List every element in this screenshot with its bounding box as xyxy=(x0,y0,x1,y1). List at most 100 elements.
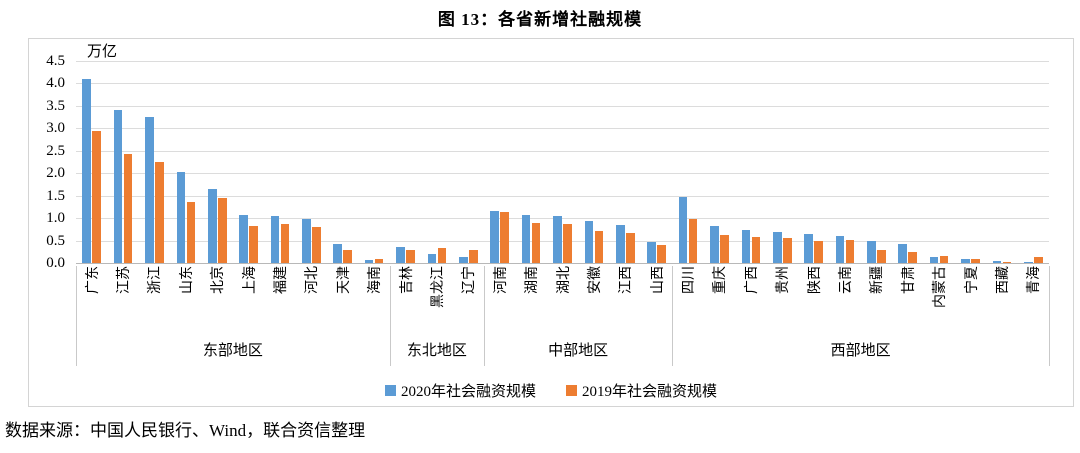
bar xyxy=(406,249,415,263)
bar xyxy=(490,210,500,263)
bar xyxy=(961,258,970,263)
gridline xyxy=(76,150,1049,152)
bar xyxy=(741,230,751,263)
x-axis-line xyxy=(76,263,1049,264)
gridline xyxy=(76,218,1049,220)
bar xyxy=(929,257,939,263)
region-label: 东北地区 xyxy=(406,343,467,359)
region-label: 中部地区 xyxy=(548,343,609,359)
region-label: 西部地区 xyxy=(830,343,891,359)
bar xyxy=(898,244,908,263)
bar xyxy=(155,162,164,263)
bar xyxy=(333,244,343,263)
y-axis-tick-label: 2.5 xyxy=(46,142,65,159)
bar xyxy=(374,259,384,263)
region-label: 东部地区 xyxy=(202,343,263,359)
legend-label-2019: 2019年社会融资规模 xyxy=(582,384,718,400)
bar xyxy=(835,235,845,263)
y-axis-unit-label: 万亿 xyxy=(87,44,118,60)
bar xyxy=(553,216,562,263)
bar xyxy=(176,172,186,263)
bar xyxy=(521,214,531,263)
bar xyxy=(302,218,311,263)
bar xyxy=(720,235,729,263)
bar xyxy=(145,117,154,263)
bar xyxy=(123,154,133,263)
bar xyxy=(469,249,478,263)
bar xyxy=(113,110,123,263)
bar xyxy=(814,241,823,263)
bar xyxy=(437,248,447,263)
bar xyxy=(249,225,258,263)
legend-swatch-2020 xyxy=(384,385,396,396)
data-source-note: 数据来源：中国人民银行、Wind，联合资信整理 xyxy=(5,421,366,440)
gridline xyxy=(76,105,1049,107)
bar xyxy=(343,250,353,263)
chart-title: 图 13：各省新增社融规模 xyxy=(437,10,643,29)
bar xyxy=(280,223,290,263)
gridline xyxy=(76,61,1049,62)
gridline xyxy=(76,240,1049,242)
bar xyxy=(92,130,101,263)
y-axis-tick-label: 1.5 xyxy=(46,187,65,204)
bar xyxy=(804,233,813,263)
region-separator xyxy=(1049,266,1050,366)
region-separator xyxy=(484,266,486,366)
bar xyxy=(186,201,196,263)
bar xyxy=(939,255,949,263)
gridline xyxy=(76,128,1049,130)
bar xyxy=(1024,262,1033,263)
y-axis-tick-label: 0.0 xyxy=(46,255,65,271)
chart-frame: 万亿 2020年社会融资规模 2019年社会融资规模 4.5 4.0 3.5 3.0 2… xyxy=(28,38,1074,407)
gridline xyxy=(76,195,1049,197)
bar xyxy=(772,232,782,263)
bar xyxy=(427,254,437,263)
legend-label-2020: 2020年社会融资规模 xyxy=(400,384,536,400)
region-separator xyxy=(672,266,674,366)
bar xyxy=(992,260,1002,263)
y-axis-tick-label: 4.0 xyxy=(46,75,65,92)
bar xyxy=(625,233,635,263)
bar xyxy=(82,78,91,263)
bar xyxy=(647,242,656,263)
bar xyxy=(531,223,541,263)
y-axis-tick-label: 0.5 xyxy=(46,232,65,249)
bar xyxy=(710,225,719,263)
legend-swatch-2019 xyxy=(566,385,577,396)
bar xyxy=(1034,257,1043,263)
bar xyxy=(500,211,510,263)
bar xyxy=(364,259,374,263)
y-axis-tick-label: 3.5 xyxy=(46,97,65,114)
y-axis-tick-label: 4.5 xyxy=(46,53,65,69)
bar xyxy=(584,221,594,263)
bar xyxy=(782,238,792,263)
y-axis-tick-label: 2.0 xyxy=(46,165,65,182)
bar xyxy=(657,244,666,263)
gridline xyxy=(76,173,1049,175)
bar xyxy=(971,258,980,263)
bar xyxy=(678,197,688,263)
bar xyxy=(396,246,405,263)
bar xyxy=(877,249,886,263)
legend: 2020年社会融资规模 2019年社会融资规模 xyxy=(29,380,1073,401)
bar xyxy=(312,227,321,263)
bar xyxy=(688,219,698,263)
bar xyxy=(459,256,468,263)
region-separator xyxy=(389,266,391,366)
bar xyxy=(1002,262,1012,263)
category-label: 青海 xyxy=(1027,266,1043,294)
y-axis-tick-label: 1.0 xyxy=(46,210,65,227)
bar xyxy=(207,188,217,263)
bar xyxy=(270,216,280,263)
bar xyxy=(908,252,918,263)
bar xyxy=(563,223,572,263)
gridline xyxy=(76,83,1049,85)
y-axis-tick-label: 3.0 xyxy=(46,120,65,137)
bar xyxy=(845,239,855,263)
bar xyxy=(217,197,227,263)
bar xyxy=(594,230,604,263)
bar xyxy=(751,237,761,263)
region-separator xyxy=(76,266,77,366)
bar xyxy=(239,214,248,263)
bar xyxy=(867,241,876,263)
